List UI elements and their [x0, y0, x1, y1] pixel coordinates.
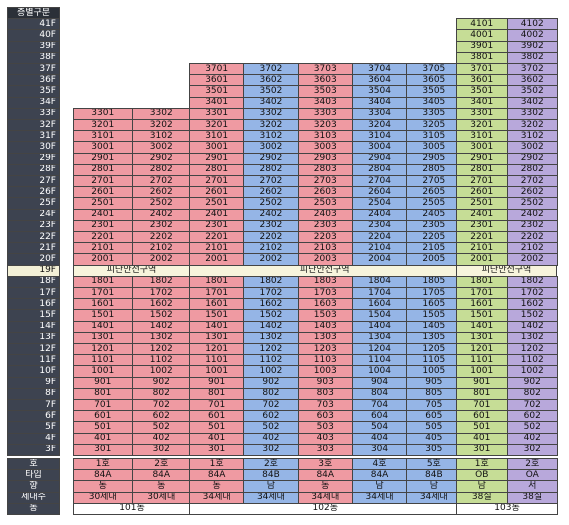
floor-label: 3F [7, 443, 60, 456]
unit-cell: 301 [73, 443, 133, 456]
unit-cell: 301 [456, 443, 508, 456]
unit-cell: 304 [351, 443, 408, 456]
summary-label: 타입 [7, 469, 60, 482]
building-name: 101동 [73, 502, 191, 515]
building-name: 102동 [189, 502, 462, 515]
unit-cell: 302 [131, 443, 191, 456]
unit-cell: 802 [506, 387, 558, 400]
unit-cell: 305 [406, 443, 462, 456]
summary-label: 동 [7, 502, 60, 515]
floor-label: 15F [7, 309, 60, 322]
floor-label: 23F [7, 219, 60, 232]
unit-cell: 303 [297, 443, 353, 456]
unit-cell: 301 [189, 443, 245, 456]
floor-label: 30F [7, 141, 60, 154]
unit-cell: 302 [243, 443, 299, 456]
unit-cell: 302 [506, 443, 558, 456]
building-name: 103동 [456, 502, 558, 515]
